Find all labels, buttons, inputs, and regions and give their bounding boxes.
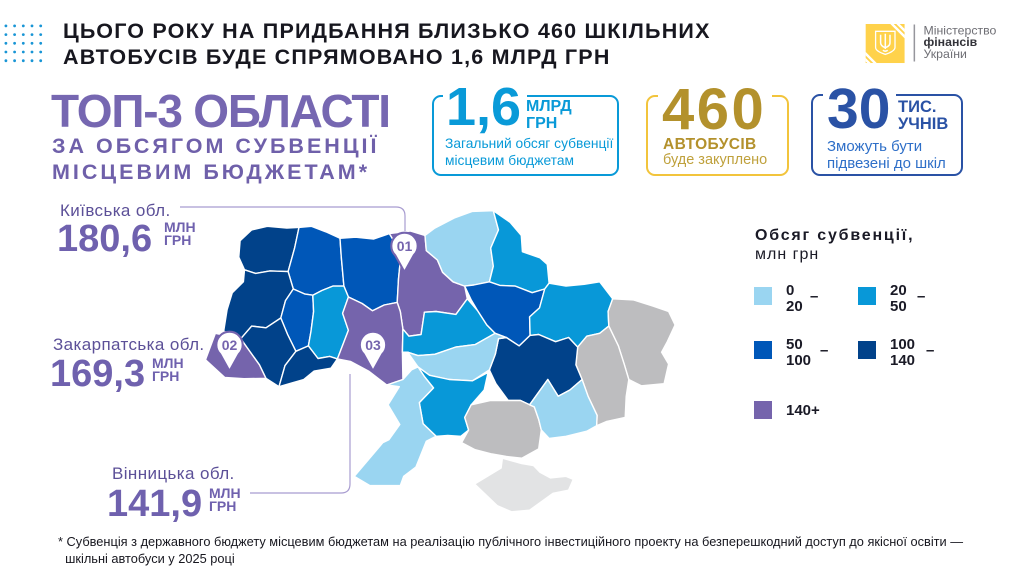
svg-text:03: 03: [365, 337, 381, 353]
svg-text:01: 01: [397, 238, 413, 254]
svg-text:02: 02: [222, 337, 238, 353]
svg-text:фінансів: фінансів: [924, 35, 978, 49]
svg-text:Міністерство: Міністерство: [924, 24, 997, 38]
svg-text:України: України: [924, 47, 968, 61]
